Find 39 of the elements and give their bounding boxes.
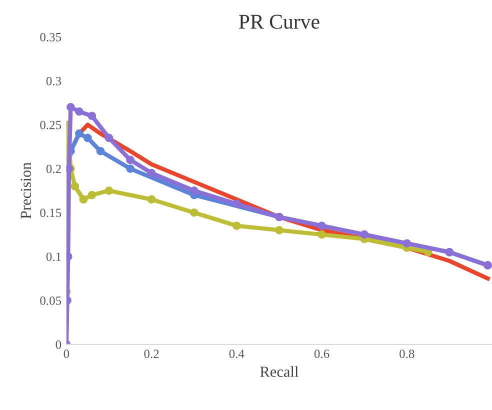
x-tick-label: 0.6 bbox=[314, 350, 330, 358]
point bbox=[275, 226, 284, 234]
y-tick-label: 0.2 bbox=[46, 164, 61, 174]
point bbox=[70, 182, 80, 190]
point bbox=[96, 146, 105, 156]
x-tick-label: 0 bbox=[64, 350, 70, 358]
point bbox=[232, 222, 241, 230]
point bbox=[75, 129, 84, 138]
point bbox=[104, 134, 114, 142]
point bbox=[126, 164, 134, 173]
point bbox=[126, 156, 134, 164]
point bbox=[147, 195, 156, 204]
y-tick-label: 0 bbox=[56, 340, 62, 349]
y-tick-label: 0.3 bbox=[46, 76, 62, 86]
point bbox=[84, 134, 92, 142]
point bbox=[104, 186, 114, 195]
x-tick-label: 0.4 bbox=[229, 350, 244, 358]
point bbox=[88, 190, 96, 200]
point bbox=[75, 107, 84, 116]
x-tick-label: 0.2 bbox=[144, 350, 159, 358]
point bbox=[66, 103, 75, 112]
y-tick-label: 0.35 bbox=[40, 32, 62, 42]
chart-title: PR Curve bbox=[239, 14, 320, 29]
y-tick-label: 0.05 bbox=[40, 296, 62, 305]
point bbox=[402, 239, 412, 248]
y-axis-title: Precision bbox=[20, 162, 32, 219]
x-tick-label: 0.8 bbox=[400, 350, 414, 358]
y-tick-label: 0.25 bbox=[40, 120, 62, 130]
point bbox=[190, 186, 198, 195]
point bbox=[318, 222, 326, 230]
point bbox=[232, 200, 241, 208]
point bbox=[88, 112, 96, 120]
point bbox=[79, 195, 88, 204]
point bbox=[190, 208, 198, 217]
point bbox=[147, 168, 156, 178]
y-tick-label: 0.1 bbox=[46, 252, 61, 262]
y-tick-label: 0.15 bbox=[40, 208, 62, 218]
x-axis-title: Recall bbox=[260, 366, 298, 377]
point bbox=[318, 230, 326, 239]
